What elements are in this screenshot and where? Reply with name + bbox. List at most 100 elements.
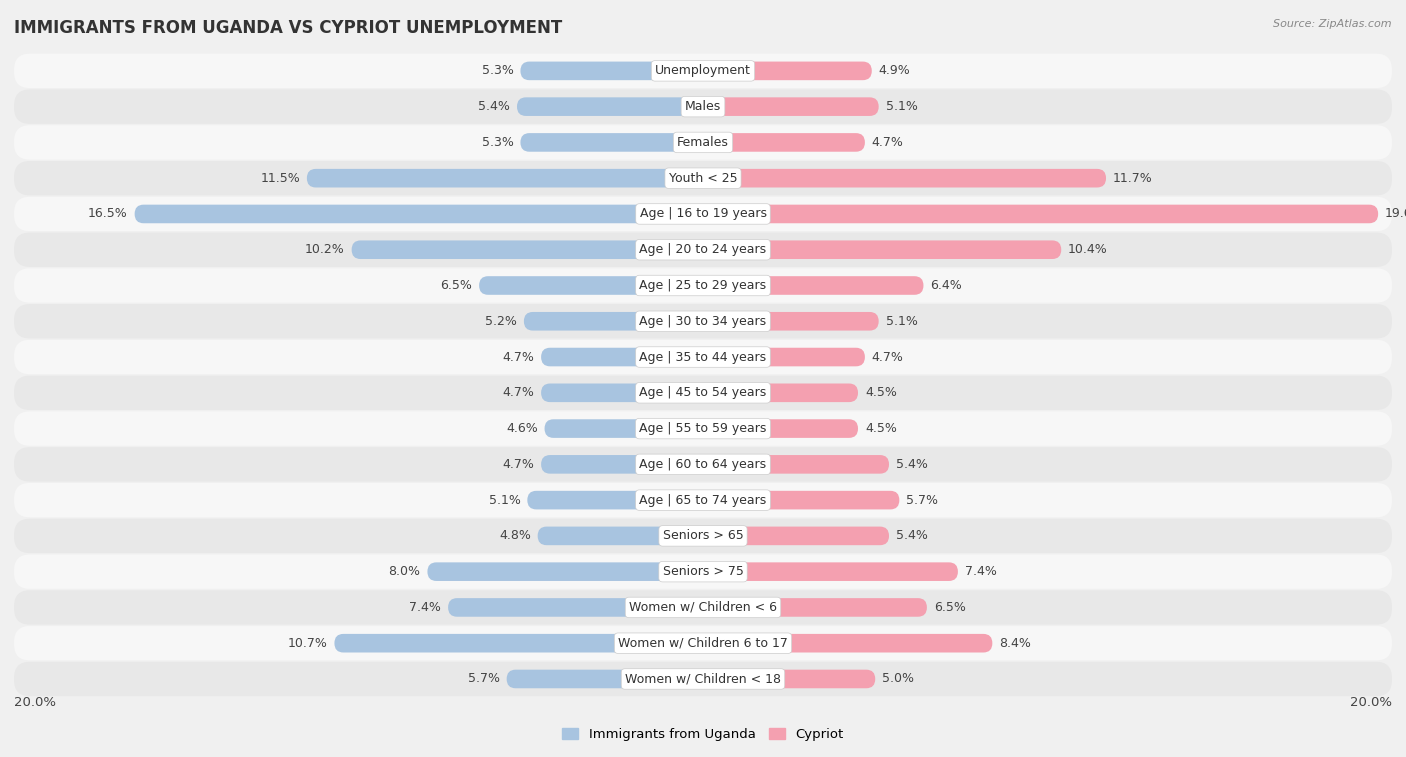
FancyBboxPatch shape	[524, 312, 703, 331]
Text: 4.7%: 4.7%	[502, 386, 534, 399]
FancyBboxPatch shape	[703, 312, 879, 331]
FancyBboxPatch shape	[703, 61, 872, 80]
FancyBboxPatch shape	[703, 670, 875, 688]
Text: Age | 25 to 29 years: Age | 25 to 29 years	[640, 279, 766, 292]
FancyBboxPatch shape	[14, 375, 1392, 410]
Text: 5.4%: 5.4%	[896, 458, 928, 471]
FancyBboxPatch shape	[703, 598, 927, 617]
Text: 4.7%: 4.7%	[872, 350, 904, 363]
Text: Seniors > 65: Seniors > 65	[662, 529, 744, 542]
Text: Females: Females	[678, 136, 728, 149]
FancyBboxPatch shape	[14, 411, 1392, 446]
Text: 10.2%: 10.2%	[305, 243, 344, 256]
Text: 4.7%: 4.7%	[502, 350, 534, 363]
Text: Women w/ Children < 6: Women w/ Children < 6	[628, 601, 778, 614]
Text: 5.7%: 5.7%	[907, 494, 938, 506]
FancyBboxPatch shape	[544, 419, 703, 438]
FancyBboxPatch shape	[703, 133, 865, 151]
Text: Seniors > 75: Seniors > 75	[662, 565, 744, 578]
Text: 6.5%: 6.5%	[934, 601, 966, 614]
Text: 20.0%: 20.0%	[14, 696, 56, 709]
Text: Women w/ Children < 18: Women w/ Children < 18	[626, 672, 780, 686]
Text: 5.4%: 5.4%	[896, 529, 928, 542]
Text: 19.6%: 19.6%	[1385, 207, 1406, 220]
Text: Women w/ Children 6 to 17: Women w/ Children 6 to 17	[619, 637, 787, 650]
Text: 4.9%: 4.9%	[879, 64, 911, 77]
FancyBboxPatch shape	[703, 384, 858, 402]
FancyBboxPatch shape	[14, 447, 1392, 481]
Text: 5.4%: 5.4%	[478, 100, 510, 113]
FancyBboxPatch shape	[537, 527, 703, 545]
FancyBboxPatch shape	[520, 61, 703, 80]
Text: 5.3%: 5.3%	[482, 64, 513, 77]
Text: 5.1%: 5.1%	[886, 315, 918, 328]
FancyBboxPatch shape	[14, 125, 1392, 160]
FancyBboxPatch shape	[703, 491, 900, 509]
FancyBboxPatch shape	[14, 232, 1392, 267]
FancyBboxPatch shape	[479, 276, 703, 294]
FancyBboxPatch shape	[703, 634, 993, 653]
FancyBboxPatch shape	[352, 241, 703, 259]
Text: 7.4%: 7.4%	[965, 565, 997, 578]
FancyBboxPatch shape	[135, 204, 703, 223]
FancyBboxPatch shape	[703, 169, 1107, 188]
Text: Age | 45 to 54 years: Age | 45 to 54 years	[640, 386, 766, 399]
FancyBboxPatch shape	[14, 54, 1392, 88]
Text: Source: ZipAtlas.com: Source: ZipAtlas.com	[1274, 19, 1392, 29]
FancyBboxPatch shape	[307, 169, 703, 188]
Text: 6.4%: 6.4%	[931, 279, 962, 292]
Text: Age | 16 to 19 years: Age | 16 to 19 years	[640, 207, 766, 220]
Text: 7.4%: 7.4%	[409, 601, 441, 614]
FancyBboxPatch shape	[14, 197, 1392, 231]
Text: 16.5%: 16.5%	[89, 207, 128, 220]
Text: Age | 60 to 64 years: Age | 60 to 64 years	[640, 458, 766, 471]
Text: 4.6%: 4.6%	[506, 422, 537, 435]
Text: 5.7%: 5.7%	[468, 672, 499, 686]
Text: 5.2%: 5.2%	[485, 315, 517, 328]
Text: 8.4%: 8.4%	[1000, 637, 1031, 650]
FancyBboxPatch shape	[517, 98, 703, 116]
FancyBboxPatch shape	[14, 161, 1392, 195]
FancyBboxPatch shape	[14, 268, 1392, 303]
FancyBboxPatch shape	[703, 562, 957, 581]
Text: Unemployment: Unemployment	[655, 64, 751, 77]
Text: 4.8%: 4.8%	[499, 529, 531, 542]
FancyBboxPatch shape	[703, 276, 924, 294]
FancyBboxPatch shape	[703, 204, 1378, 223]
Text: 10.7%: 10.7%	[288, 637, 328, 650]
FancyBboxPatch shape	[14, 626, 1392, 660]
FancyBboxPatch shape	[506, 670, 703, 688]
FancyBboxPatch shape	[541, 384, 703, 402]
FancyBboxPatch shape	[703, 98, 879, 116]
Text: 5.0%: 5.0%	[882, 672, 914, 686]
Text: 5.3%: 5.3%	[482, 136, 513, 149]
FancyBboxPatch shape	[703, 419, 858, 438]
Text: 5.1%: 5.1%	[488, 494, 520, 506]
FancyBboxPatch shape	[541, 347, 703, 366]
Text: 5.1%: 5.1%	[886, 100, 918, 113]
FancyBboxPatch shape	[14, 554, 1392, 589]
Legend: Immigrants from Uganda, Cypriot: Immigrants from Uganda, Cypriot	[557, 722, 849, 746]
Text: 11.7%: 11.7%	[1114, 172, 1153, 185]
Text: 4.5%: 4.5%	[865, 386, 897, 399]
FancyBboxPatch shape	[703, 241, 1062, 259]
FancyBboxPatch shape	[14, 519, 1392, 553]
FancyBboxPatch shape	[703, 455, 889, 474]
FancyBboxPatch shape	[14, 662, 1392, 696]
Text: Age | 30 to 34 years: Age | 30 to 34 years	[640, 315, 766, 328]
FancyBboxPatch shape	[14, 304, 1392, 338]
Text: IMMIGRANTS FROM UGANDA VS CYPRIOT UNEMPLOYMENT: IMMIGRANTS FROM UGANDA VS CYPRIOT UNEMPL…	[14, 19, 562, 37]
FancyBboxPatch shape	[527, 491, 703, 509]
FancyBboxPatch shape	[14, 89, 1392, 124]
FancyBboxPatch shape	[14, 340, 1392, 374]
FancyBboxPatch shape	[335, 634, 703, 653]
Text: 6.5%: 6.5%	[440, 279, 472, 292]
FancyBboxPatch shape	[427, 562, 703, 581]
Text: 4.5%: 4.5%	[865, 422, 897, 435]
Text: 4.7%: 4.7%	[502, 458, 534, 471]
Text: 8.0%: 8.0%	[388, 565, 420, 578]
FancyBboxPatch shape	[703, 527, 889, 545]
FancyBboxPatch shape	[14, 590, 1392, 625]
FancyBboxPatch shape	[520, 133, 703, 151]
Text: 10.4%: 10.4%	[1069, 243, 1108, 256]
